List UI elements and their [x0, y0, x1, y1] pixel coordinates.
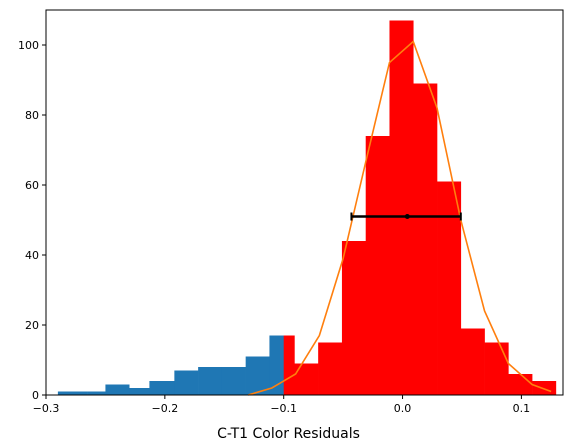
x-axis-title: C-T1 Color Residuals — [217, 426, 360, 442]
hist-bar-0-3 — [129, 388, 150, 395]
hist-bar-0-5 — [174, 370, 199, 395]
x-tick-label: 0.1 — [513, 402, 531, 415]
hist-bar-0-2 — [105, 384, 130, 395]
hist-bar-1-2 — [318, 342, 343, 395]
hist-bar-1-11 — [532, 381, 557, 395]
hist-bar-1-8 — [460, 328, 485, 395]
hist-bar-1-3 — [341, 241, 367, 395]
hist-bar-1-10 — [508, 374, 533, 395]
hist-bar-1-4 — [365, 136, 390, 395]
hist-bar-1-6 — [413, 83, 438, 395]
hist-bar-1-0 — [283, 335, 295, 395]
hist-bar-1-7 — [437, 181, 462, 395]
x-tick-label: 0.0 — [394, 402, 412, 415]
plot-frame — [45, 9, 564, 396]
hist-bar-0-0 — [57, 391, 88, 395]
hist-bar-0-1 — [87, 391, 106, 395]
hist-bar-1-9 — [484, 342, 509, 395]
hist-bar-1-5 — [389, 20, 414, 395]
y-tick-label: 80 — [25, 109, 39, 122]
hist-bar-0-4 — [149, 381, 175, 395]
y-axis-ticks: 0 20 40 60 80 100 — [18, 39, 46, 402]
x-tick-label: −0.2 — [151, 402, 178, 415]
y-tick-label: 0 — [32, 389, 39, 402]
y-tick-label: 40 — [25, 249, 39, 262]
x-tick-label: −0.1 — [270, 402, 297, 415]
hist-bar-0-6 — [198, 367, 223, 395]
hist-bar-1-1 — [294, 363, 319, 395]
y-tick-label: 100 — [18, 39, 39, 52]
y-tick-label: 20 — [25, 319, 39, 332]
x-axis-ticks: −0.3 −0.2 −0.1 0.0 0.1 — [33, 395, 531, 415]
fit-curve-line — [247, 40, 552, 396]
hist-bar-0-7 — [221, 367, 246, 395]
blue-histogram-bars — [57, 335, 285, 395]
hist-bar-0-8 — [245, 356, 270, 395]
y-tick-label: 60 — [25, 179, 39, 192]
errorbar-center-point — [404, 214, 410, 219]
x-tick-label: −0.3 — [33, 402, 60, 415]
hist-bar-0-9 — [269, 335, 285, 395]
errorbar — [350, 212, 462, 221]
red-histogram-bars — [283, 20, 557, 395]
